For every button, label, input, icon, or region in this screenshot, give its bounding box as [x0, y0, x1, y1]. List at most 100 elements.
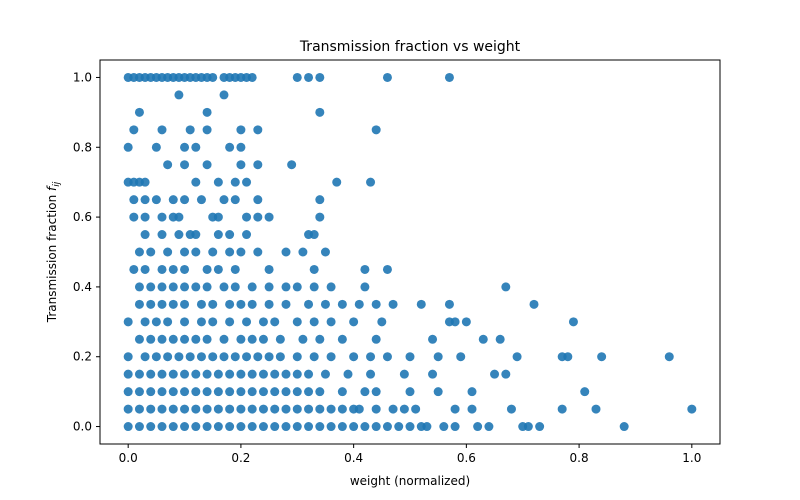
data-point: [140, 230, 150, 240]
data-point: [213, 369, 223, 379]
data-point: [134, 247, 144, 257]
data-point: [180, 299, 190, 309]
data-point: [405, 352, 415, 362]
data-point: [292, 404, 302, 414]
data-point: [304, 369, 314, 379]
data-point: [236, 369, 246, 379]
data-point: [264, 282, 274, 292]
data-point: [230, 282, 240, 292]
data-point: [337, 299, 347, 309]
data-point: [236, 334, 246, 344]
data-point: [320, 247, 330, 257]
data-point: [264, 264, 274, 274]
data-point: [416, 299, 426, 309]
data-point: [270, 317, 280, 327]
x-tick-label: 0.2: [231, 451, 250, 465]
data-point: [202, 404, 212, 414]
data-point: [213, 264, 223, 274]
data-point: [281, 387, 291, 397]
data-point: [371, 404, 381, 414]
data-point: [129, 195, 139, 205]
data-point: [258, 317, 268, 327]
data-point: [343, 369, 353, 379]
data-point: [174, 90, 184, 100]
data-point: [185, 125, 195, 135]
data-point: [174, 212, 184, 222]
data-point: [247, 299, 257, 309]
data-point: [506, 404, 516, 414]
data-point: [230, 177, 240, 187]
data-point: [202, 334, 212, 344]
data-point: [580, 387, 590, 397]
data-point: [208, 352, 218, 362]
data-point: [687, 404, 697, 414]
data-point: [157, 369, 167, 379]
data-point: [253, 352, 263, 362]
data-point: [225, 422, 235, 432]
data-point: [146, 422, 156, 432]
data-point: [377, 317, 387, 327]
data-point: [512, 352, 522, 362]
data-point: [433, 387, 443, 397]
data-point: [163, 352, 173, 362]
data-point: [242, 352, 252, 362]
data-point: [253, 212, 263, 222]
data-point: [315, 334, 325, 344]
data-point: [236, 142, 246, 152]
data-point: [191, 177, 201, 187]
data-point: [123, 422, 133, 432]
data-point: [134, 404, 144, 414]
data-point: [315, 72, 325, 82]
data-point: [219, 90, 229, 100]
data-point: [444, 72, 454, 82]
data-point: [140, 212, 150, 222]
data-point: [180, 160, 190, 170]
data-point: [422, 422, 432, 432]
data-point: [275, 334, 285, 344]
data-point: [371, 125, 381, 135]
data-point: [467, 387, 477, 397]
data-point: [247, 387, 257, 397]
data-point: [151, 142, 161, 152]
data-point: [163, 160, 173, 170]
data-point: [219, 282, 229, 292]
data-point: [292, 422, 302, 432]
y-tick-label: 0.8: [73, 140, 92, 154]
data-point: [146, 299, 156, 309]
data-point: [180, 195, 190, 205]
y-tick-label: 0.6: [73, 210, 92, 224]
data-point: [292, 352, 302, 362]
data-point: [315, 195, 325, 205]
data-point: [146, 282, 156, 292]
data-point: [174, 230, 184, 240]
data-point: [134, 369, 144, 379]
data-point: [315, 212, 325, 222]
data-point: [129, 212, 139, 222]
data-point: [315, 404, 325, 414]
x-axis-label: weight (normalized): [350, 474, 470, 488]
data-point: [382, 352, 392, 362]
data-point: [123, 387, 133, 397]
data-point: [619, 422, 629, 432]
data-point: [298, 247, 308, 257]
data-point: [168, 264, 178, 274]
data-point: [180, 404, 190, 414]
data-point: [270, 404, 280, 414]
data-point: [196, 317, 206, 327]
data-point: [202, 387, 212, 397]
data-point: [281, 247, 291, 257]
data-point: [309, 230, 319, 240]
data-point: [366, 177, 376, 187]
data-point: [382, 264, 392, 274]
data-point: [473, 422, 483, 432]
data-point: [140, 195, 150, 205]
data-point: [180, 282, 190, 292]
data-point: [332, 177, 342, 187]
data-point: [247, 404, 257, 414]
data-point: [326, 282, 336, 292]
data-point: [196, 352, 206, 362]
data-point: [157, 404, 167, 414]
x-tick-label: 1.0: [682, 451, 701, 465]
data-point: [557, 404, 567, 414]
